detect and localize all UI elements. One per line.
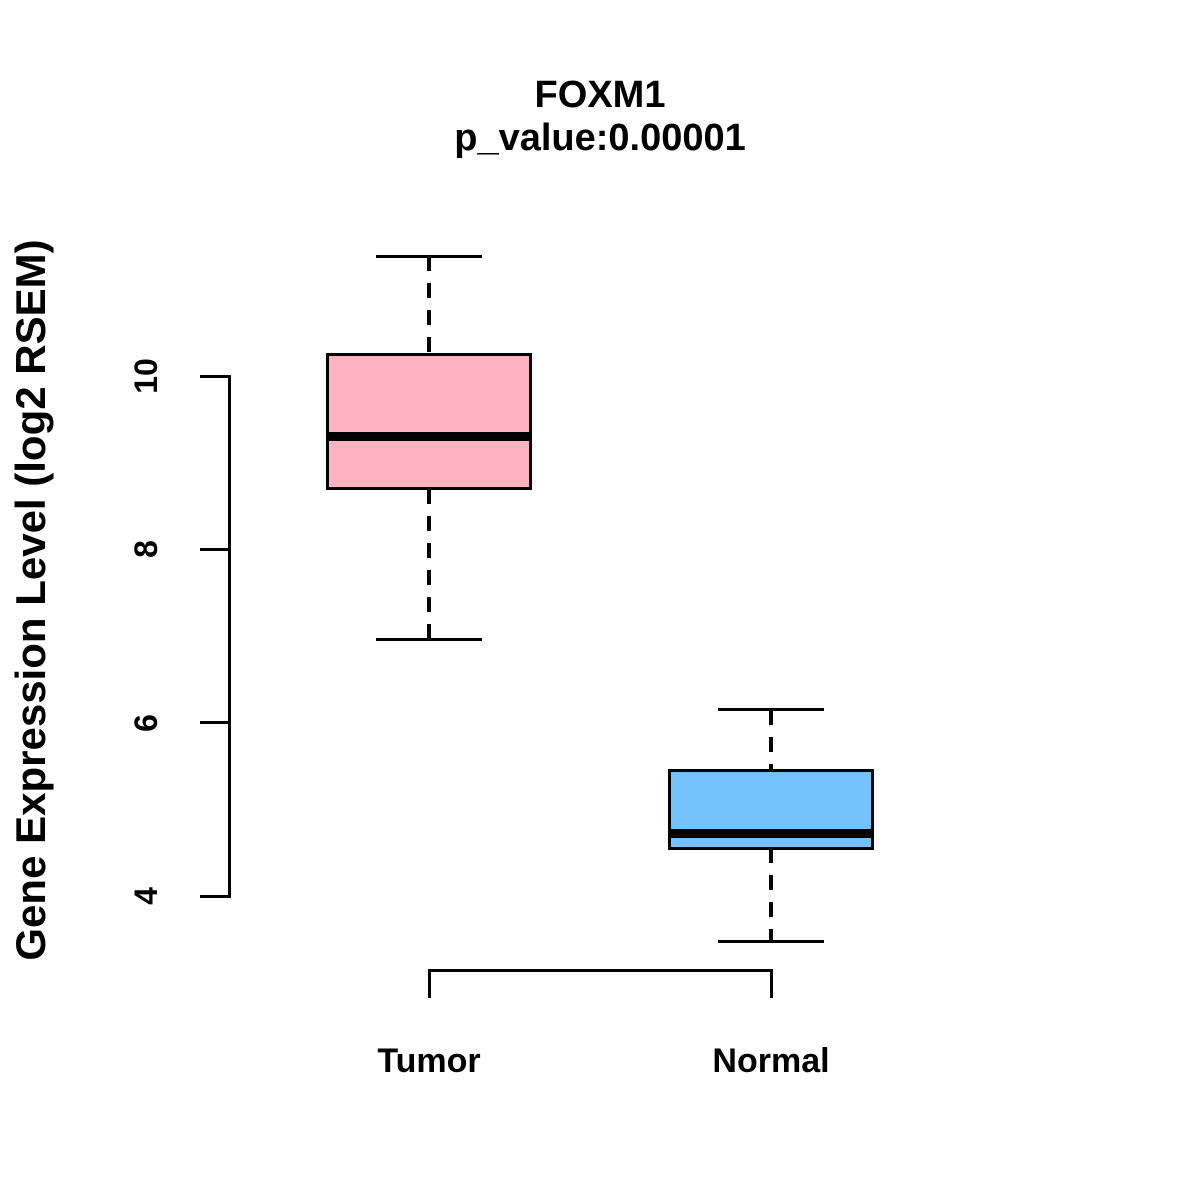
normal-median-line: [671, 829, 871, 839]
x-label-normal: Normal: [712, 1042, 830, 1080]
y-tick-label: 4: [128, 887, 164, 905]
normal-upper-whisker-line: [769, 709, 773, 771]
y-tick: [200, 374, 231, 378]
comparison-bracket: [427, 969, 773, 998]
tumor-box: [326, 352, 532, 491]
tumor-lower-whisker-cap: [376, 637, 482, 641]
y-axis-label: Gene Expression Level (log2 RSEM): [7, 239, 54, 961]
tumor-upper-whisker-cap: [376, 254, 482, 258]
x-label-tumor: Tumor: [377, 1042, 481, 1080]
normal-lower-whisker-cap: [718, 940, 824, 944]
y-tick-label: 6: [128, 713, 164, 732]
y-tick-label: 10: [128, 358, 164, 394]
chart-subtitle: p_value:0.00001: [454, 117, 746, 159]
normal-upper-whisker-cap: [718, 708, 824, 712]
chart-title: FOXM1: [534, 74, 666, 116]
y-tick: [200, 547, 231, 551]
y-tick-label: 8: [128, 540, 164, 559]
tumor-upper-whisker-line: [427, 256, 431, 355]
tumor-lower-whisker-line: [427, 488, 431, 640]
y-tick: [200, 721, 231, 725]
tumor-median-line: [329, 432, 529, 442]
y-tick: [200, 894, 231, 898]
y-axis-line: [228, 374, 231, 898]
normal-lower-whisker-line: [769, 848, 773, 942]
